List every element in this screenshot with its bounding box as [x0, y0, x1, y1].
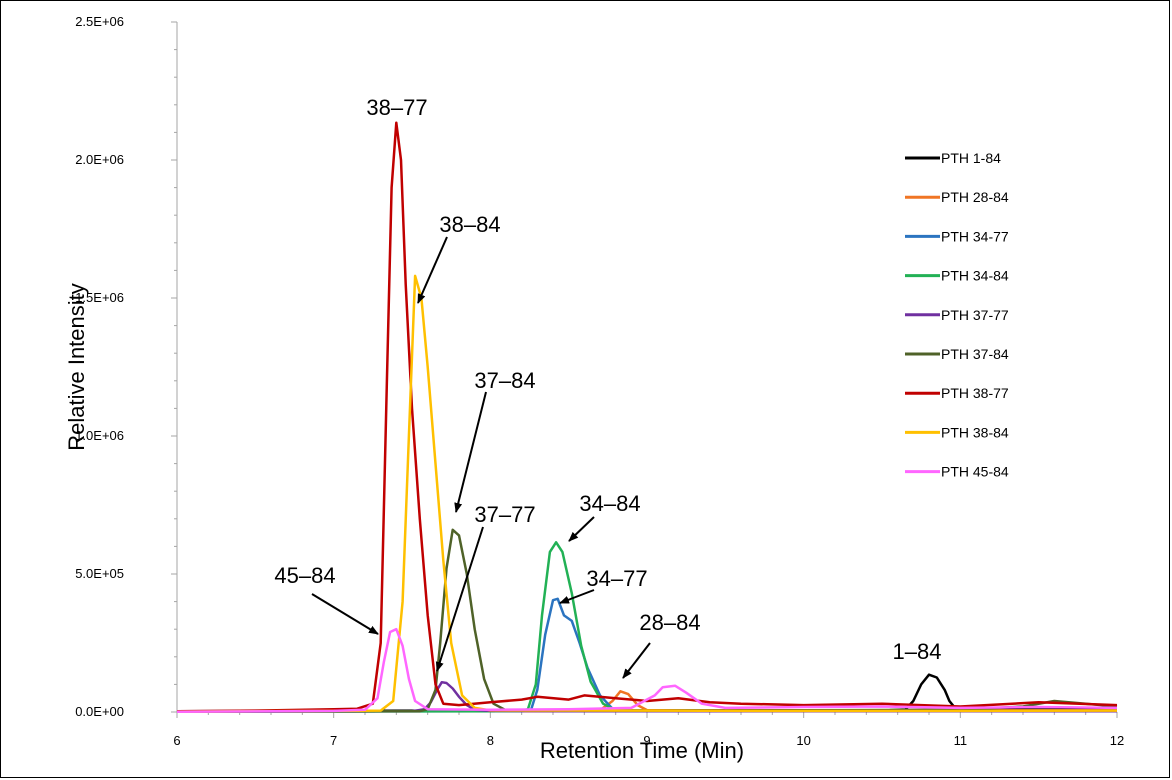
- legend-label: PTH 38-84: [941, 424, 1009, 440]
- series-line-pth-45-84: [176, 627, 1118, 713]
- y-tick-label: 0.0E+00: [75, 704, 124, 719]
- annotation-label: 28–84: [639, 610, 700, 635]
- legend-label: PTH 34-77: [941, 228, 1009, 244]
- series-line-pth-38-77: [176, 121, 1118, 713]
- annotation-arrow: [454, 391, 487, 513]
- x-tick-label: 12: [1110, 733, 1124, 748]
- legend-label: PTH 38-77: [941, 385, 1009, 401]
- annotation-label: 1–84: [893, 639, 942, 664]
- legend-label: PTH 37-77: [941, 307, 1009, 323]
- y-tick-label: 1.5E+06: [75, 290, 124, 305]
- annotation-arrow: [568, 516, 595, 542]
- y-tick-label: 5.0E+05: [75, 566, 124, 581]
- legend-label: PTH 1-84: [941, 150, 1001, 166]
- y-tick-label: 1.0E+06: [75, 428, 124, 443]
- y-tick-label: 2.5E+06: [75, 14, 124, 29]
- y-tick-label: 2.0E+06: [75, 152, 124, 167]
- x-tick-label: 7: [330, 733, 337, 748]
- y-axis-title: Relative Intensity: [64, 283, 89, 451]
- annotation-label: 45–84: [274, 563, 335, 588]
- annotation-label: 37–77: [474, 502, 535, 527]
- legend-label: PTH 34-84: [941, 268, 1009, 284]
- x-tick-label: 11: [954, 733, 968, 748]
- annotation-label: 38–77: [366, 95, 427, 120]
- annotation-label: 37–84: [474, 368, 535, 393]
- annotation-arrow: [559, 589, 595, 604]
- annotation-label: 38–84: [439, 212, 500, 237]
- x-tick-label: 10: [796, 733, 810, 748]
- x-axis-title: Retention Time (Min): [540, 738, 744, 763]
- legend-label: PTH 28-84: [941, 189, 1009, 205]
- legend-label: PTH 37-84: [941, 346, 1009, 362]
- annotation-label: 34–77: [586, 566, 647, 591]
- annotation-arrow: [417, 236, 448, 304]
- x-tick-label: 8: [487, 733, 494, 748]
- series-line-pth-38-84: [176, 274, 1118, 713]
- x-tick-label: 6: [173, 733, 180, 748]
- annotation-arrow: [622, 642, 651, 679]
- annotation-label: 34–84: [579, 491, 640, 516]
- legend-label: PTH 45-84: [941, 464, 1009, 480]
- x-tick-label: 9: [643, 733, 650, 748]
- annotation-arrow: [435, 526, 484, 672]
- annotation-arrow: [311, 593, 379, 635]
